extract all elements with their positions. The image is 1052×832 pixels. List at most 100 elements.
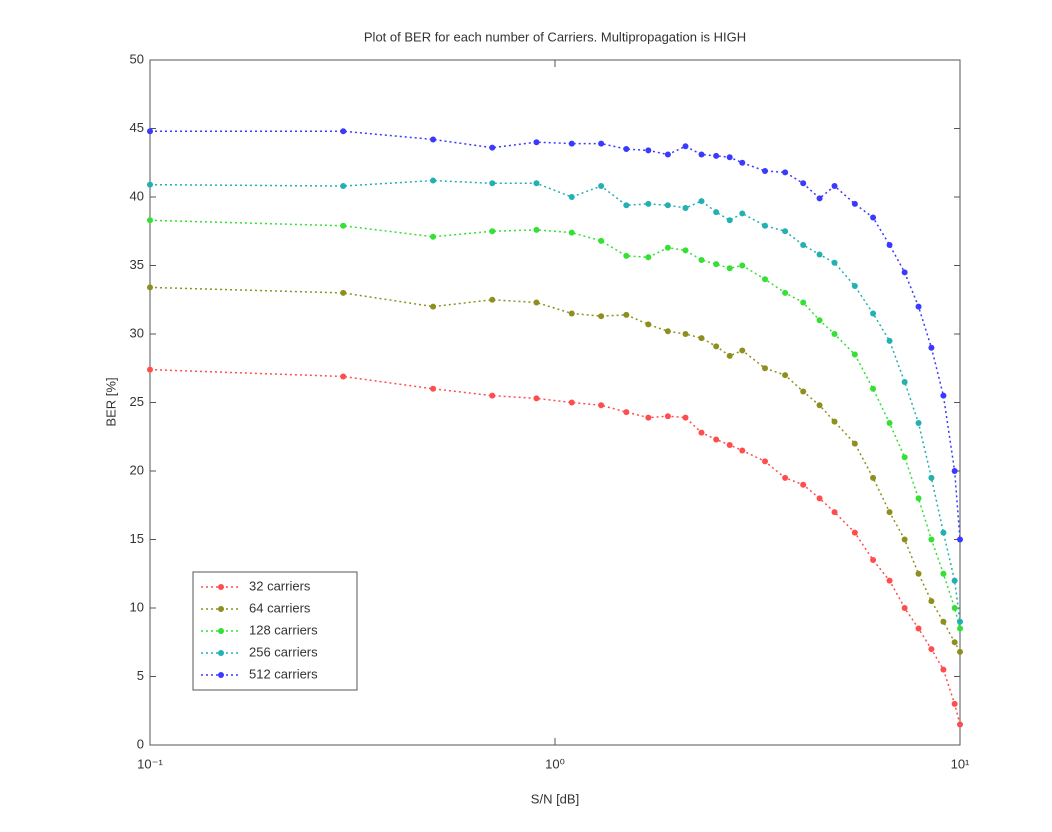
data-point bbox=[598, 402, 605, 409]
data-point bbox=[726, 265, 733, 272]
data-point bbox=[623, 202, 630, 209]
data-point bbox=[664, 413, 671, 420]
y-tick-label: 5 bbox=[137, 668, 144, 683]
data-point bbox=[430, 136, 437, 143]
y-tick-label: 0 bbox=[137, 736, 144, 751]
y-tick-label: 10 bbox=[130, 599, 144, 614]
data-point bbox=[901, 454, 908, 461]
data-point bbox=[340, 289, 347, 296]
data-point bbox=[851, 283, 858, 290]
data-point bbox=[664, 202, 671, 209]
data-point bbox=[886, 577, 893, 584]
data-point bbox=[886, 337, 893, 344]
data-point bbox=[713, 261, 720, 268]
data-point bbox=[816, 402, 823, 409]
data-point bbox=[851, 529, 858, 536]
data-point bbox=[940, 570, 947, 577]
data-point bbox=[698, 198, 705, 205]
data-point bbox=[726, 154, 733, 161]
data-point bbox=[430, 385, 437, 392]
data-point bbox=[430, 177, 437, 184]
data-point bbox=[951, 700, 958, 707]
data-point bbox=[761, 222, 768, 229]
data-point bbox=[901, 378, 908, 385]
data-point bbox=[726, 352, 733, 359]
data-point bbox=[851, 351, 858, 358]
data-point bbox=[664, 244, 671, 251]
x-tick-label: 10⁰ bbox=[545, 756, 565, 771]
data-point bbox=[568, 399, 575, 406]
data-point bbox=[430, 233, 437, 240]
data-point bbox=[800, 180, 807, 187]
data-point bbox=[951, 605, 958, 611]
data-point bbox=[761, 365, 768, 372]
data-point bbox=[870, 474, 877, 481]
series-line bbox=[149, 179, 961, 622]
data-point bbox=[870, 214, 877, 221]
data-point bbox=[940, 666, 947, 673]
data-point bbox=[682, 331, 689, 337]
data-point bbox=[928, 646, 935, 653]
data-point bbox=[739, 262, 746, 269]
data-point bbox=[568, 229, 575, 236]
data-point bbox=[940, 392, 947, 399]
data-point bbox=[340, 222, 347, 229]
data-point bbox=[928, 344, 935, 351]
data-point bbox=[816, 195, 823, 202]
data-point bbox=[957, 721, 963, 728]
data-point bbox=[915, 625, 922, 632]
data-point bbox=[147, 128, 153, 135]
data-point bbox=[713, 436, 720, 443]
data-point bbox=[901, 536, 908, 543]
data-point bbox=[901, 605, 908, 611]
data-point bbox=[664, 328, 671, 335]
data-point bbox=[533, 180, 540, 187]
legend-label: 128 carriers bbox=[249, 622, 318, 637]
data-point bbox=[928, 536, 935, 543]
chart-title: Plot of BER for each number of Carriers.… bbox=[364, 29, 746, 44]
x-tick-label: 10⁻¹ bbox=[137, 756, 163, 771]
data-point bbox=[645, 321, 652, 328]
data-point bbox=[951, 468, 958, 474]
data-point bbox=[870, 385, 877, 392]
data-point bbox=[761, 276, 768, 283]
data-point bbox=[645, 200, 652, 207]
data-point bbox=[901, 269, 908, 276]
data-point bbox=[782, 169, 789, 176]
data-point bbox=[623, 409, 630, 416]
data-point bbox=[623, 146, 630, 153]
data-point bbox=[782, 289, 789, 296]
data-point bbox=[928, 598, 935, 605]
data-point bbox=[940, 618, 947, 625]
data-point bbox=[915, 570, 922, 577]
y-axis-label: BER [%] bbox=[103, 377, 118, 426]
data-point bbox=[598, 140, 605, 147]
data-point bbox=[489, 392, 496, 399]
data-point bbox=[739, 347, 746, 354]
data-point bbox=[645, 147, 652, 154]
y-tick-label: 50 bbox=[130, 51, 144, 66]
data-point bbox=[568, 140, 575, 147]
data-point bbox=[957, 625, 963, 632]
data-point bbox=[568, 194, 575, 200]
data-point bbox=[928, 474, 935, 481]
data-point bbox=[831, 259, 838, 266]
data-point bbox=[682, 247, 689, 254]
data-point bbox=[698, 151, 705, 158]
data-point bbox=[851, 200, 858, 207]
data-point bbox=[886, 509, 893, 516]
legend-label: 512 carriers bbox=[249, 666, 318, 681]
y-tick-label: 45 bbox=[130, 120, 144, 135]
data-point bbox=[147, 284, 153, 291]
data-point bbox=[713, 343, 720, 350]
data-point bbox=[698, 257, 705, 264]
x-axis-label: S/N [dB] bbox=[531, 791, 579, 806]
data-point bbox=[739, 447, 746, 454]
legend-label: 256 carriers bbox=[249, 644, 318, 659]
data-point bbox=[682, 414, 689, 421]
data-point bbox=[682, 204, 689, 211]
y-tick-label: 30 bbox=[130, 325, 144, 340]
data-point bbox=[713, 209, 720, 216]
data-point bbox=[800, 481, 807, 488]
